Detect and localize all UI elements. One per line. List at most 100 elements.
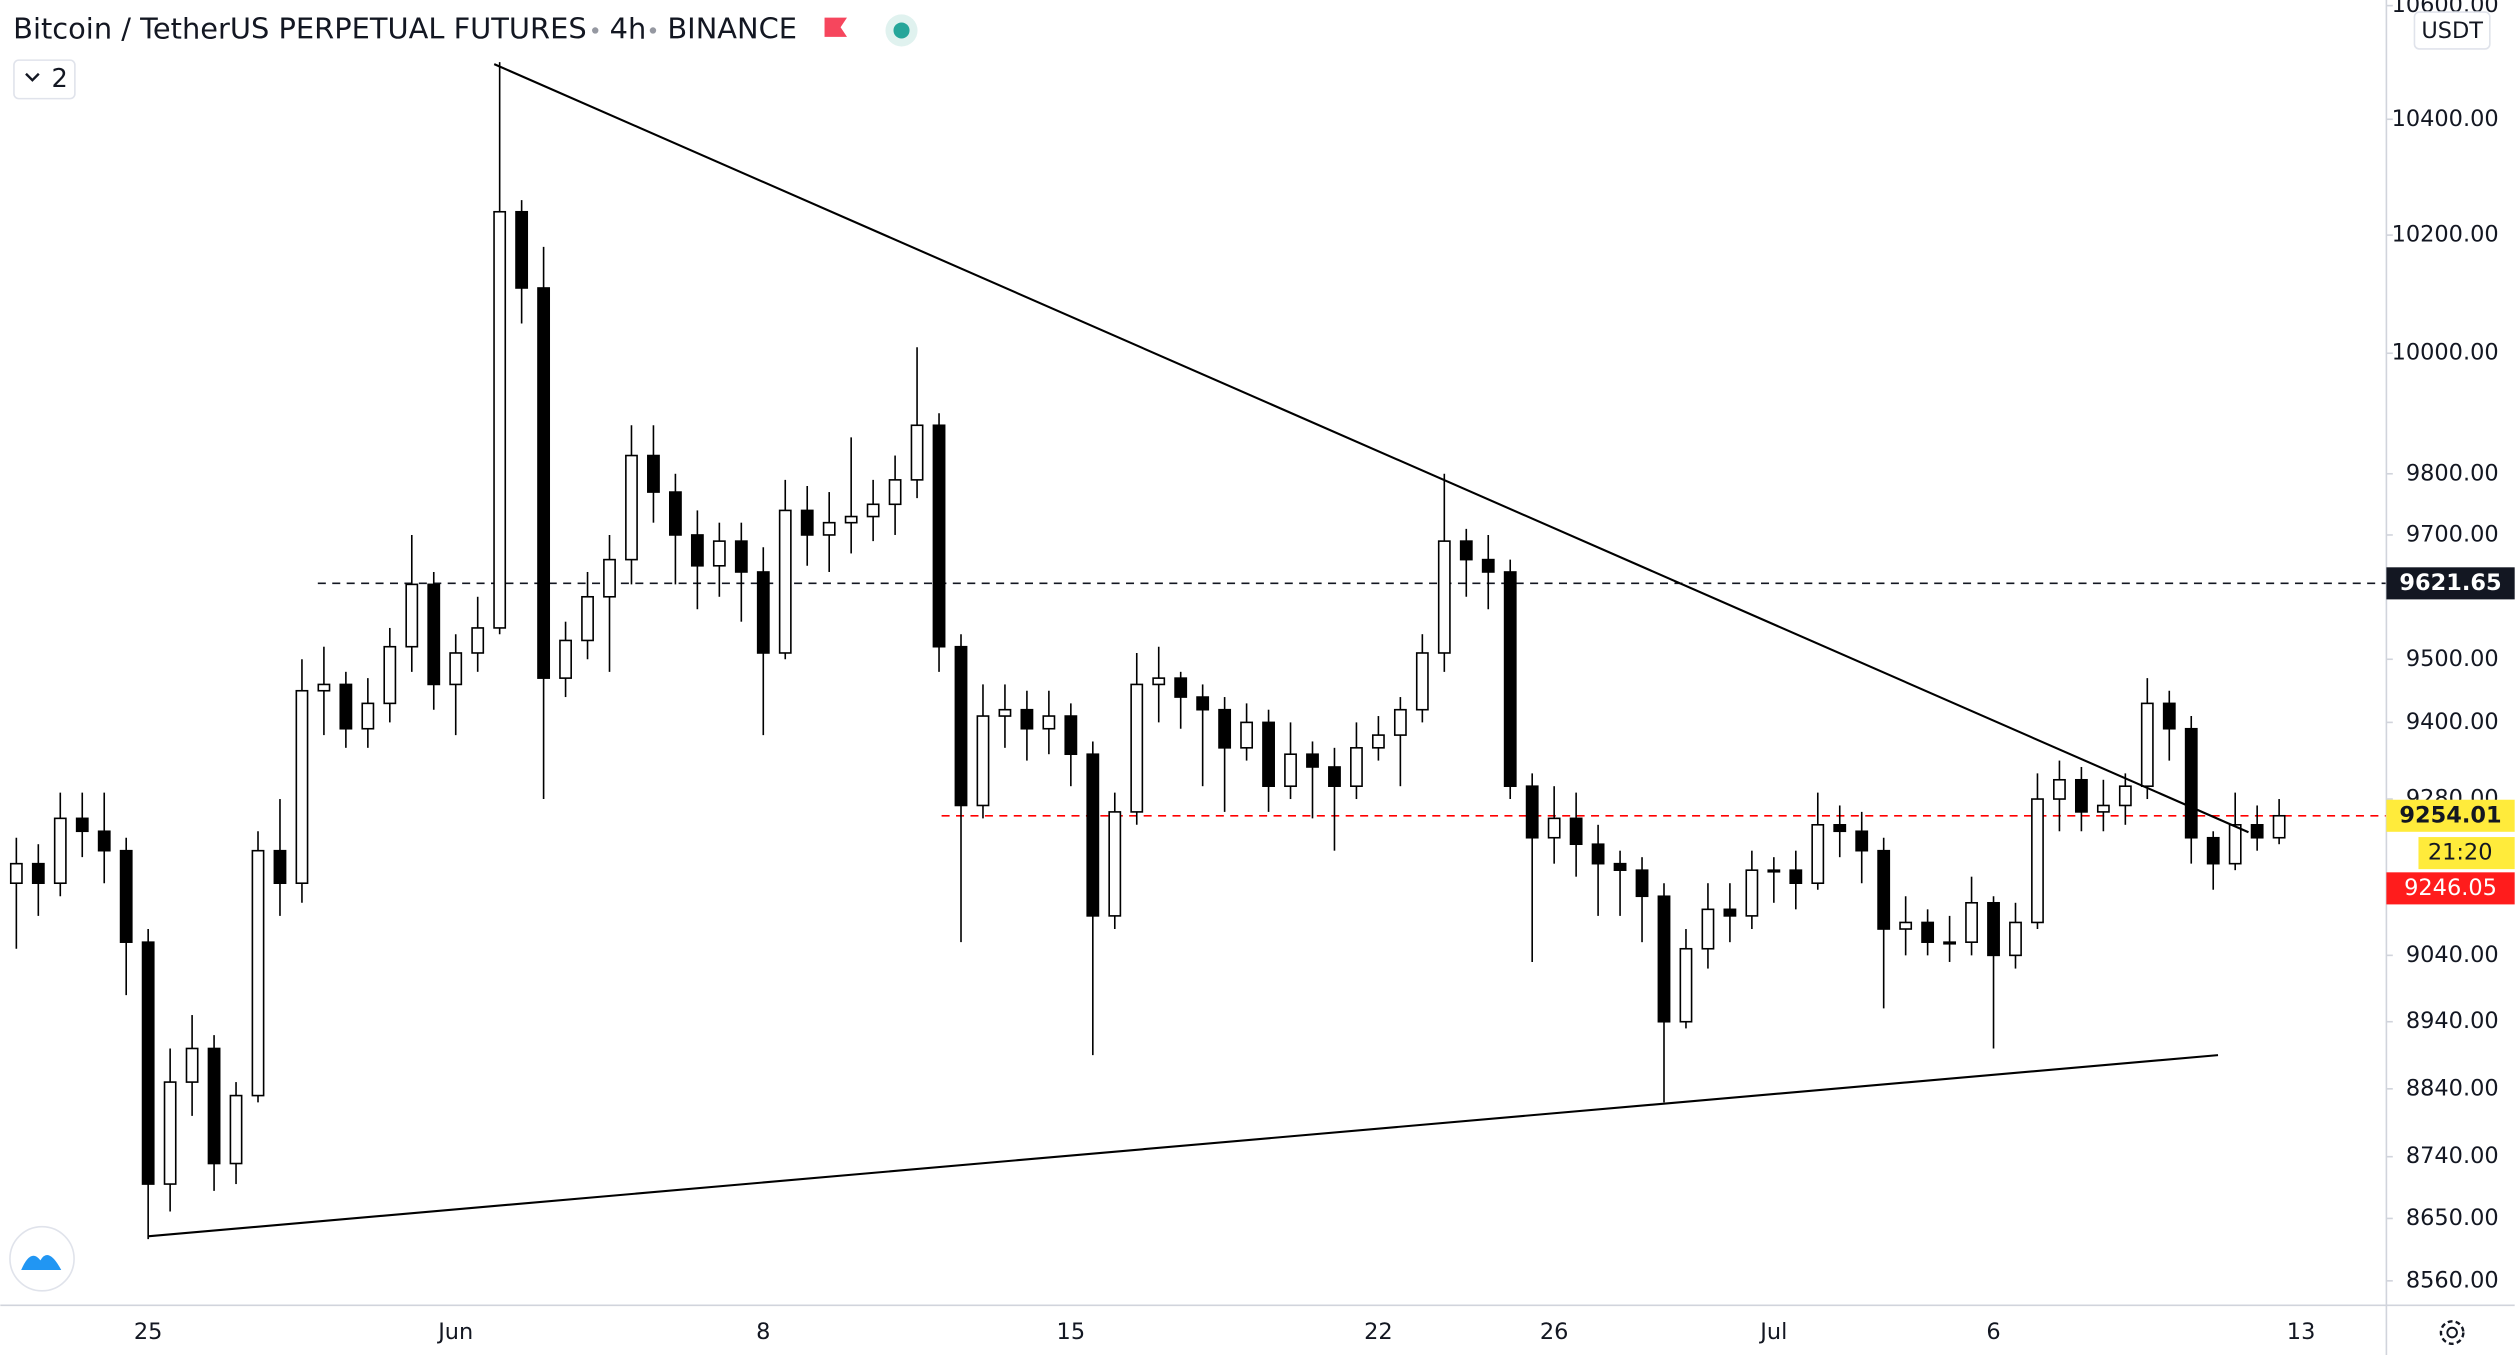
candle-body (97, 830, 111, 852)
candle-body (1393, 708, 1407, 736)
candle-body (647, 454, 660, 493)
y-tick-label: 8650.00 (2406, 1205, 2499, 1231)
candle-body (251, 849, 265, 1097)
candle-body (1371, 734, 1385, 749)
price-label: 9621.65 (2399, 570, 2501, 596)
candle-body (273, 849, 287, 885)
candle-body (53, 817, 67, 885)
candle-body (1657, 895, 1671, 1023)
indicator-toggle[interactable] (13, 59, 76, 100)
candle-body (449, 652, 463, 686)
y-tick-label: 8740.00 (2406, 1143, 2499, 1169)
symbol-title: Bitcoin / TetherUS PERPETUAL FUTURES (13, 11, 587, 45)
candle-body (2140, 702, 2154, 787)
trend-line (147, 1054, 2219, 1238)
x-tick-label: 15 (1057, 1319, 1086, 1345)
currency-badge[interactable] (2413, 11, 2491, 50)
candle-body (1240, 721, 1254, 749)
currency: USDT (2421, 18, 2483, 44)
candle-body (2053, 778, 2066, 800)
candle-body (1152, 677, 1166, 686)
indicator-count: 2 (51, 64, 67, 94)
candle-body (822, 521, 836, 536)
candle-body (2009, 921, 2022, 957)
candle-body (1020, 708, 1034, 730)
x-tick-label: Jul (1758, 1319, 1787, 1345)
logo-mark (21, 1254, 62, 1271)
candle-body (1503, 571, 1517, 787)
candle-body (493, 210, 507, 629)
candle-body (471, 627, 485, 654)
settings-icon[interactable] (2439, 1320, 2465, 1345)
candle-body (1350, 747, 1363, 787)
price-label-box (2386, 567, 2515, 600)
candle-body (2184, 727, 2198, 839)
candle-body (1811, 824, 1825, 885)
candle-body (339, 683, 353, 730)
trend-line (493, 63, 2249, 834)
candle-body (1899, 921, 1913, 930)
candle-body (1591, 843, 1605, 865)
candle-body (932, 424, 946, 648)
candle-body (888, 479, 902, 506)
status-dot (893, 22, 910, 39)
axes: 10600.0010400.0010200.0010000.009800.009… (134, 0, 2515, 1345)
candle-body (1328, 766, 1341, 787)
candle-body (1723, 908, 1737, 917)
secondary-price-box (2386, 872, 2515, 905)
candle-body (1745, 869, 1759, 917)
candle-body (2162, 702, 2176, 730)
separator (592, 27, 599, 34)
y-tick-label: 10200.00 (2392, 222, 2499, 248)
y-tick-label: 10400.00 (2392, 106, 2499, 132)
candle-body (668, 491, 682, 536)
candle-body (866, 503, 880, 518)
candle-body (1108, 811, 1122, 917)
candle-body (383, 645, 397, 705)
candle-body (163, 1081, 177, 1185)
candle-body (998, 708, 1012, 717)
candle-body (229, 1094, 243, 1165)
y-tick-label: 8840.00 (2406, 1075, 2499, 1101)
candle-body (1679, 947, 1693, 1023)
price-label-box (2386, 799, 2515, 832)
candle-body (1196, 696, 1210, 711)
candle-body (1833, 824, 1847, 833)
candle-body (625, 454, 638, 561)
candle-body (712, 540, 726, 567)
candle-body (1547, 817, 1561, 839)
candle-body (2096, 804, 2110, 813)
y-tick-label: 9040.00 (2406, 942, 2499, 968)
y-tick-label: 9700.00 (2406, 521, 2499, 547)
candle-body (1635, 869, 1649, 898)
candle-body (910, 424, 924, 481)
candle-body (427, 583, 441, 686)
candle-body (2074, 778, 2088, 813)
candle-body (141, 941, 155, 1185)
candle-body (119, 849, 133, 943)
settings-icon-center (2446, 1326, 2458, 1339)
candle-body (559, 639, 572, 679)
y-tick-label: 8560.00 (2406, 1267, 2499, 1293)
candle-body (976, 715, 990, 807)
candle-body (185, 1047, 199, 1083)
candle-body (1965, 901, 1978, 943)
candle-body (756, 571, 770, 654)
candle-body (317, 683, 331, 692)
candle-body (844, 515, 858, 524)
candle-body (2272, 814, 2286, 839)
candle-body (1987, 901, 2000, 957)
y-tick-label: 9400.00 (2406, 709, 2499, 735)
candle-body (581, 595, 594, 642)
candle-body (1284, 753, 1297, 787)
candle-body (2118, 785, 2132, 807)
secondary-price: 9246.05 (2404, 875, 2497, 901)
exchange: BINANCE (667, 11, 797, 45)
candle-body (1130, 683, 1144, 813)
interval: 4h (610, 11, 647, 45)
flag-icon[interactable] (824, 17, 847, 37)
separator (649, 27, 657, 34)
price-label: 9254.01 (2399, 802, 2501, 828)
